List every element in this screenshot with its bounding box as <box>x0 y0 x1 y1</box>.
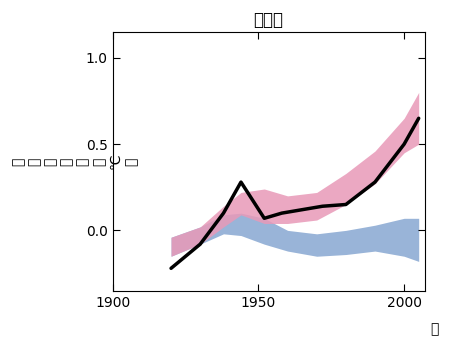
Title: 全世界: 全世界 <box>253 11 284 29</box>
Text: 年: 年 <box>431 322 439 336</box>
Y-axis label: 平
年
気
温
差
（
℃
）: 平 年 気 温 差 （ ℃ ） <box>11 153 138 169</box>
